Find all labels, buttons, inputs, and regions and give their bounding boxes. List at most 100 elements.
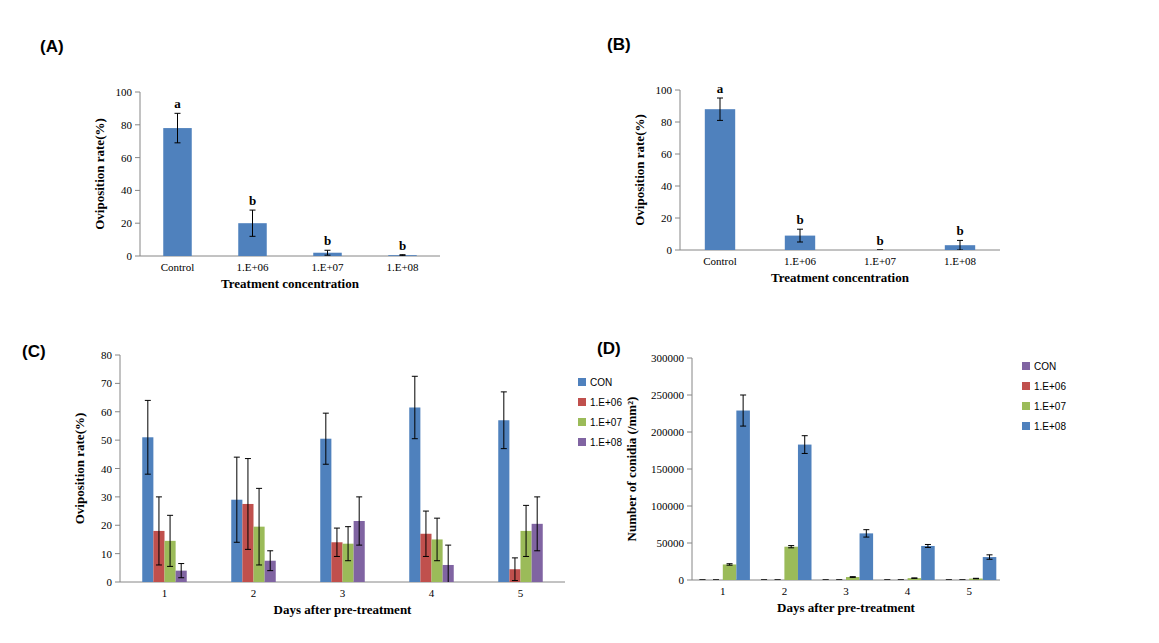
- error-cap: [898, 580, 904, 581]
- legend-label: CON: [1034, 361, 1056, 372]
- error-bar: [823, 580, 829, 581]
- y-tick-label: 80: [661, 116, 673, 128]
- error-cap: [501, 448, 507, 449]
- error-cap: [345, 526, 351, 527]
- error-bar: [836, 580, 842, 581]
- bar: [696, 580, 710, 581]
- y-axis: [140, 92, 141, 256]
- error-cap: [911, 577, 917, 578]
- error-cap: [534, 496, 540, 497]
- error-cap: [740, 426, 746, 427]
- bar: [388, 255, 417, 256]
- error-bar: [775, 580, 781, 581]
- error-line: [359, 497, 360, 545]
- legend-swatch: [578, 398, 586, 406]
- error-cap: [178, 563, 184, 564]
- bar: [771, 580, 785, 581]
- error-bar: [973, 578, 979, 579]
- y-tick: [687, 580, 692, 581]
- legend-label: 1.E+06: [590, 397, 622, 408]
- y-tick-label: 100: [656, 84, 673, 96]
- error-bar: [323, 413, 329, 464]
- y-tick: [135, 256, 140, 257]
- significance-label: a: [174, 96, 181, 111]
- error-cap: [850, 576, 856, 577]
- y-tick: [115, 355, 120, 356]
- panel-title: (B): [607, 35, 631, 54]
- bar: [163, 128, 192, 256]
- error-cap: [523, 505, 529, 506]
- figure: (A)020406080100Oviposition rate(%)Treatm…: [0, 0, 1159, 643]
- error-cap: [325, 255, 331, 256]
- error-line: [514, 558, 515, 581]
- y-axis-title: Number of conidia (/mm²): [624, 397, 639, 542]
- error-cap: [797, 242, 803, 243]
- error-cap: [250, 236, 256, 237]
- x-tick-label: 1.E+06: [236, 261, 269, 273]
- bar: [723, 564, 737, 580]
- error-bar: [946, 580, 952, 581]
- x-axis-title: Treatment concentration: [771, 270, 910, 285]
- error-line: [866, 530, 867, 537]
- error-line: [247, 459, 248, 550]
- x-tick-label: 1: [162, 587, 168, 599]
- error-bar: [512, 558, 518, 581]
- y-tick: [115, 496, 120, 497]
- error-line: [720, 98, 721, 120]
- error-bar: [434, 518, 440, 561]
- y-tick-label: 0: [107, 576, 113, 588]
- error-cap: [245, 549, 251, 550]
- error-bar: [334, 528, 340, 556]
- error-bar: [356, 497, 362, 545]
- error-cap: [334, 528, 340, 529]
- error-line: [800, 229, 801, 242]
- y-tick: [135, 190, 140, 191]
- error-bar: [727, 564, 733, 565]
- y-tick: [135, 92, 140, 93]
- plot-area: [142, 376, 543, 582]
- y-tick: [675, 186, 680, 187]
- error-cap: [957, 250, 963, 251]
- error-cap: [250, 210, 256, 211]
- error-cap: [925, 544, 931, 545]
- legend-swatch: [578, 378, 586, 386]
- error-line: [989, 555, 990, 559]
- error-cap: [175, 113, 181, 114]
- y-axis-title: Oviposition rate(%): [92, 118, 107, 230]
- y-tick: [115, 383, 120, 384]
- error-cap: [245, 458, 251, 459]
- error-cap: [145, 474, 151, 475]
- error-bar: [863, 530, 869, 537]
- y-tick: [675, 218, 680, 219]
- error-cap: [884, 580, 890, 581]
- error-cap: [877, 250, 883, 251]
- significance-label: b: [796, 212, 803, 227]
- y-tick: [675, 122, 680, 123]
- error-cap: [234, 457, 240, 458]
- error-bar: [959, 580, 965, 581]
- y-tick-label: 70: [101, 377, 113, 389]
- y-tick-label: 30: [101, 491, 113, 503]
- plot-area: [705, 98, 975, 250]
- x-tick-label: 5: [966, 585, 972, 597]
- error-cap: [400, 255, 406, 256]
- error-bar: [802, 436, 808, 454]
- error-bar: [523, 505, 529, 556]
- error-bar: [445, 545, 451, 582]
- bar: [894, 580, 908, 581]
- y-tick: [675, 250, 680, 251]
- y-tick: [115, 440, 120, 441]
- error-cap: [156, 564, 162, 565]
- bar: [969, 579, 983, 580]
- error-cap: [434, 518, 440, 519]
- error-bar: [699, 580, 705, 581]
- legend-label: 1.E+07: [1034, 401, 1066, 412]
- error-cap: [911, 578, 917, 579]
- error-line: [270, 551, 271, 571]
- error-line: [348, 527, 349, 561]
- panel: (C)01020304050607080Oviposition rate(%)D…: [22, 342, 622, 617]
- y-tick-label: 60: [101, 406, 113, 418]
- error-line: [236, 457, 237, 542]
- x-axis-title: Days after pre-treatment: [777, 600, 916, 615]
- bar: [736, 411, 750, 580]
